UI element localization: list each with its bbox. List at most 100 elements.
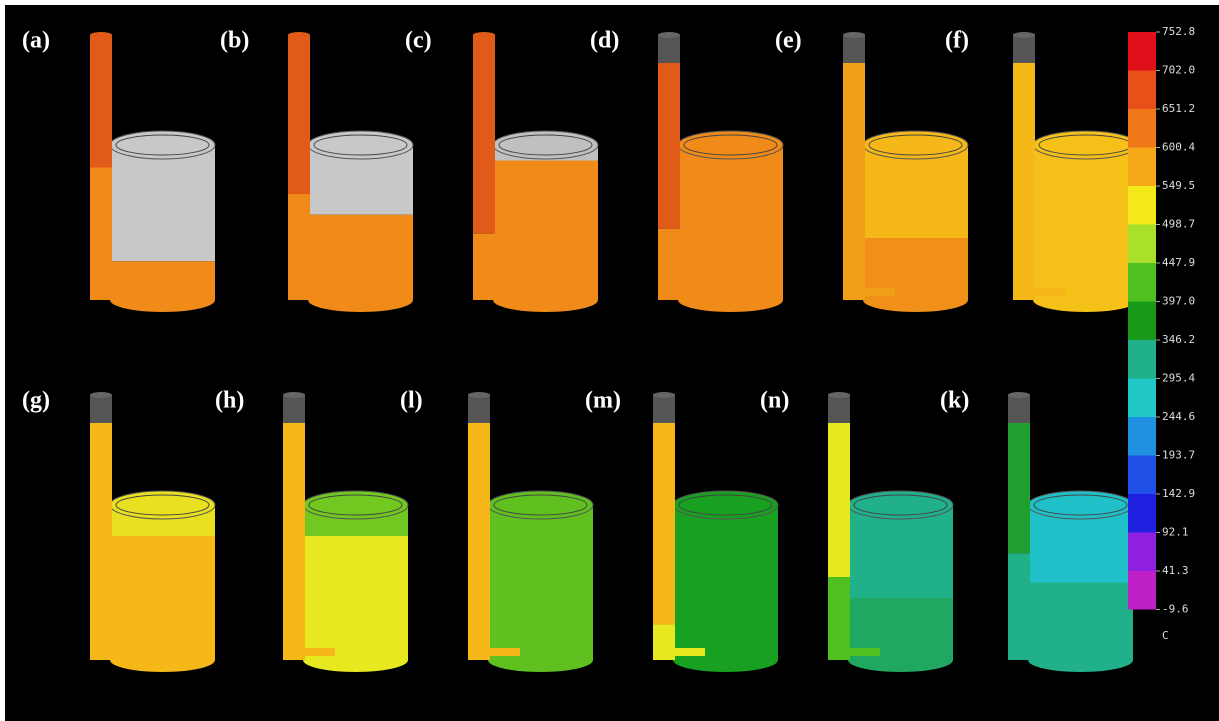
casting-upper (110, 145, 215, 261)
riser-cap (1013, 35, 1035, 63)
sprue-top (90, 392, 112, 398)
sprue-lower (843, 63, 865, 300)
sprue-top (468, 392, 490, 398)
legend-label: 193.7 (1162, 449, 1195, 462)
runner (680, 288, 710, 296)
riser-cap (658, 35, 680, 63)
sprue-lower (90, 168, 112, 301)
legend-label: 752.8 (1162, 25, 1195, 38)
sprue-lower (283, 423, 305, 660)
sprue-top (1008, 392, 1030, 398)
casting-lower (678, 145, 783, 300)
runner (850, 648, 880, 656)
legend-label: 447.9 (1162, 256, 1195, 269)
sprue-lower (468, 423, 490, 660)
legend-swatch (1128, 417, 1156, 456)
sprue-top (1013, 32, 1035, 38)
legend-swatch (1128, 571, 1156, 610)
sprue-upper (653, 423, 675, 624)
sprue-lower (828, 577, 850, 660)
sprue-lower (288, 194, 310, 300)
panel-label: (e) (775, 28, 802, 54)
riser-cap (283, 395, 305, 423)
sprue-lower (473, 234, 495, 300)
runner (112, 288, 142, 296)
panel-label: (k) (940, 388, 969, 414)
sprue-upper (473, 35, 495, 234)
sprue-top (843, 32, 865, 38)
riser-cap (653, 395, 675, 423)
legend-unit: C (1162, 629, 1169, 642)
legend-swatch (1128, 109, 1156, 148)
runner (310, 288, 340, 296)
casting-lower (110, 536, 215, 660)
legend-label: 549.5 (1162, 179, 1195, 192)
runner (305, 648, 335, 656)
legend-label: 142.9 (1162, 487, 1195, 500)
sprue-top (473, 32, 495, 38)
casting-lower (1033, 145, 1138, 300)
sprue-lower (1008, 553, 1030, 660)
panel-label: (n) (760, 388, 789, 414)
runner (1035, 288, 1065, 296)
casting-lower (488, 505, 593, 660)
sprue-top (658, 32, 680, 38)
runner (865, 288, 895, 296)
legend-label: 244.6 (1162, 410, 1195, 423)
legend-label: 702.0 (1162, 64, 1195, 77)
casting-lower (493, 161, 598, 301)
legend-swatch (1128, 148, 1156, 187)
legend-swatch (1128, 302, 1156, 341)
legend-swatch (1128, 32, 1156, 71)
casting-lower (308, 215, 413, 300)
legend-label: 295.4 (1162, 372, 1195, 385)
runner (490, 648, 520, 656)
sprue-upper (658, 63, 680, 229)
panel-label: (l) (400, 388, 423, 414)
sprue-top (828, 392, 850, 398)
riser-cap (843, 35, 865, 63)
panel-label: (b) (220, 28, 249, 54)
sprue-upper (1008, 423, 1030, 553)
sprue-lower (658, 229, 680, 300)
sprue-upper (90, 35, 112, 168)
runner (112, 648, 142, 656)
legend-label: 600.4 (1162, 141, 1195, 154)
legend-label: 498.7 (1162, 218, 1195, 231)
legend-swatch (1128, 340, 1156, 379)
sprue-lower (90, 423, 112, 660)
riser-cap (468, 395, 490, 423)
legend-swatch (1128, 379, 1156, 418)
legend-swatch (1128, 263, 1156, 302)
panel-label: (a) (22, 28, 50, 54)
sprue-lower (653, 624, 675, 660)
runner (675, 648, 705, 656)
runner (1030, 648, 1060, 656)
panel-label: (m) (585, 388, 621, 414)
panel-label: (h) (215, 388, 244, 414)
sprue-top (283, 392, 305, 398)
legend-label: 651.2 (1162, 102, 1195, 115)
sprue-upper (288, 35, 310, 194)
runner (495, 288, 525, 296)
casting-lower (303, 536, 408, 660)
casting-lower (673, 505, 778, 660)
legend-swatch (1128, 456, 1156, 495)
legend-label: 397.0 (1162, 295, 1195, 308)
legend-label: 92.1 (1162, 526, 1189, 539)
legend-label: 346.2 (1162, 333, 1195, 346)
legend-label: 41.3 (1162, 564, 1189, 577)
figure: (a)(b)(c)(d)(e)(f)(g)(h)(l)(m)(n)(k) 752… (0, 0, 1219, 721)
riser-cap (1008, 395, 1030, 423)
panel-label: (f) (945, 28, 969, 54)
riser-cap (90, 395, 112, 423)
legend-label: -9.6 (1162, 603, 1189, 616)
sprue-upper (828, 423, 850, 577)
sprue-lower (1013, 63, 1035, 300)
panel-label: (g) (22, 388, 50, 414)
legend-swatch (1128, 533, 1156, 572)
legend-swatch (1128, 71, 1156, 110)
sprue-top (288, 32, 310, 38)
riser-cap (828, 395, 850, 423)
panel-label: (c) (405, 28, 432, 54)
